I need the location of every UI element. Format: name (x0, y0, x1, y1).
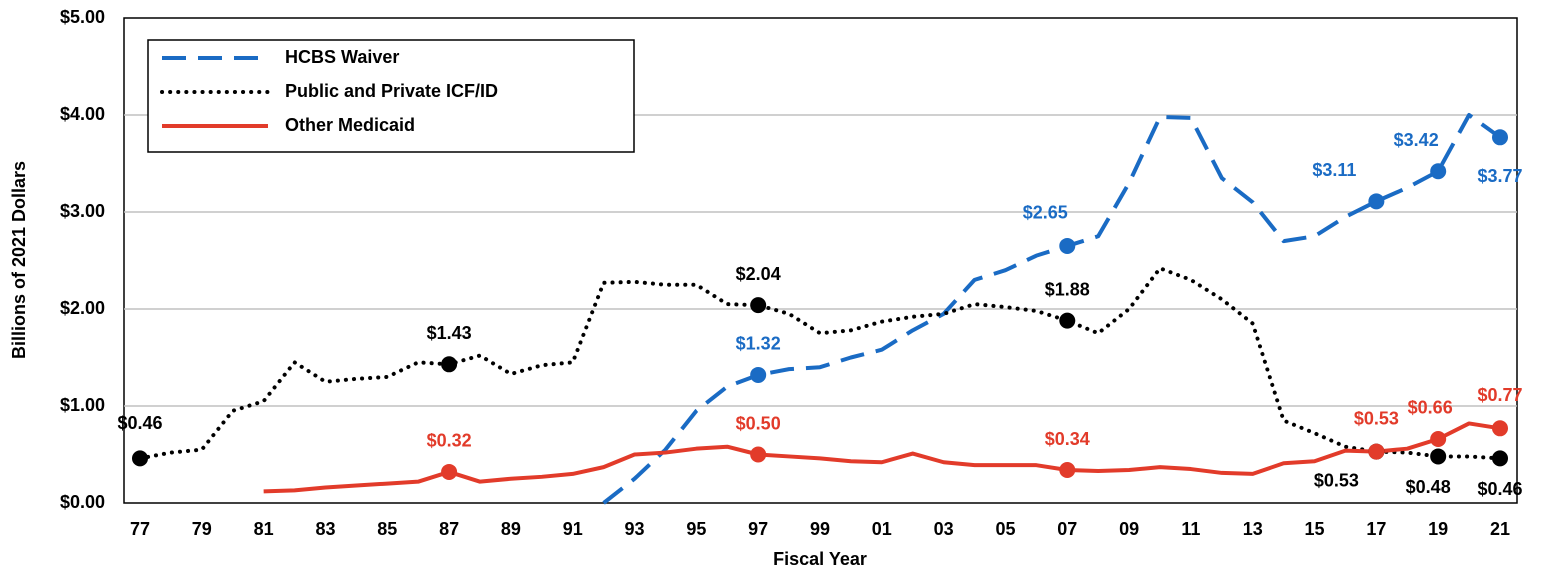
data-point (750, 366, 767, 383)
data-label: $1.88 (1045, 279, 1090, 299)
y-tick-label: $2.00 (60, 298, 105, 318)
data-label: $1.32 (736, 334, 781, 354)
x-tick-label: 85 (377, 519, 397, 539)
data-label: $2.65 (1023, 203, 1068, 223)
data-label: $0.46 (1477, 479, 1522, 499)
legend-label: Public and Private ICF/ID (285, 81, 498, 101)
data-label: $0.34 (1045, 429, 1090, 449)
data-point (1492, 450, 1508, 467)
data-point (132, 450, 148, 467)
data-label: $0.53 (1354, 408, 1399, 428)
x-tick-label: 15 (1305, 519, 1325, 539)
data-label: $0.53 (1314, 470, 1359, 490)
data-point (750, 297, 767, 314)
x-tick-label: 93 (625, 519, 645, 539)
x-tick-label: 03 (934, 519, 954, 539)
x-tick-label: 91 (563, 519, 583, 539)
x-tick-label: 81 (254, 519, 274, 539)
data-label: $0.48 (1406, 477, 1451, 497)
y-tick-label: $3.00 (60, 201, 105, 221)
x-tick-label: 01 (872, 519, 892, 539)
x-tick-label: 09 (1119, 519, 1139, 539)
x-tick-label: 99 (810, 519, 830, 539)
data-point (1368, 193, 1385, 210)
x-tick-label: 83 (315, 519, 335, 539)
data-label: $0.32 (427, 431, 472, 451)
data-label: $3.77 (1477, 166, 1522, 186)
x-tick-label: 21 (1490, 519, 1510, 539)
legend-box (147, 39, 635, 153)
data-point (750, 446, 767, 463)
data-label: $1.43 (427, 323, 472, 343)
x-tick-label: 11 (1181, 519, 1200, 539)
data-point (441, 356, 458, 373)
x-tick-label: 77 (130, 519, 150, 539)
x-tick-label: 95 (686, 519, 706, 539)
x-tick-label: 97 (748, 519, 768, 539)
series-line (263, 421, 1501, 494)
data-point (1492, 420, 1508, 437)
data-point (1492, 129, 1508, 146)
y-tick-label: $4.00 (60, 104, 105, 124)
data-label: $0.46 (117, 413, 162, 433)
data-point (1430, 163, 1447, 180)
data-point (1059, 462, 1076, 479)
data-label: $2.04 (736, 264, 781, 284)
data-point (1368, 443, 1385, 460)
data-label: $0.66 (1408, 398, 1453, 418)
legend-label: HCBS Waiver (285, 47, 399, 67)
series-line (138, 266, 1502, 461)
y-tick-label: $1.00 (60, 395, 105, 415)
data-point (1059, 312, 1076, 329)
x-tick-label: 07 (1057, 519, 1077, 539)
data-point (1059, 237, 1076, 254)
y-tick-label: $0.00 (60, 492, 105, 512)
data-label: $3.11 (1312, 160, 1356, 180)
x-tick-label: 05 (995, 519, 1015, 539)
legend-label: Other Medicaid (285, 115, 415, 135)
plot-frame (123, 17, 1518, 504)
data-point (441, 463, 458, 480)
y-axis-label: Billions of 2021 Dollars (9, 161, 29, 359)
legend: HCBS Waiver Public and Private ICF/ID Othe… (147, 39, 635, 153)
data-point (1430, 430, 1447, 447)
y-tick-label: $5.00 (60, 7, 105, 27)
x-tick-label: 79 (192, 519, 212, 539)
data-label: $3.42 (1394, 130, 1439, 150)
x-tick-label: 87 (439, 519, 459, 539)
data-label: $0.50 (736, 413, 781, 433)
x-tick-label: 17 (1366, 519, 1386, 539)
x-tick-label: 19 (1428, 519, 1448, 539)
x-axis-label: Fiscal Year (773, 549, 867, 569)
x-tick-label: 89 (501, 519, 521, 539)
data-label: $0.77 (1477, 385, 1522, 405)
data-point (1430, 448, 1447, 465)
x-tick-label: 13 (1243, 519, 1263, 539)
